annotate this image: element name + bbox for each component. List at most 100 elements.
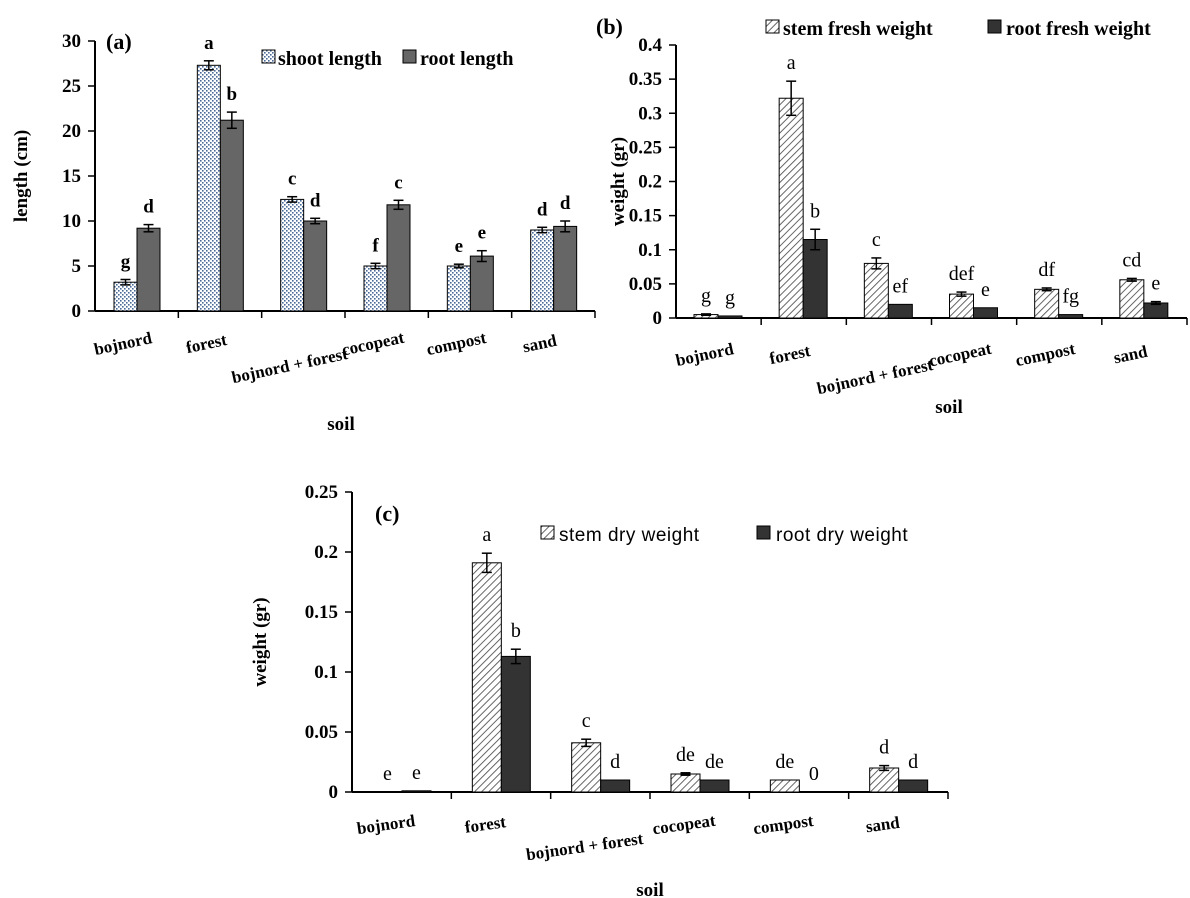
category-label: bojnord <box>356 811 417 838</box>
significance-letter: def <box>949 263 975 285</box>
category-label: bojnord + forest <box>230 344 350 387</box>
legend-swatch <box>987 19 1002 34</box>
bar-series2 <box>219 119 244 312</box>
y-tick-label: 30 <box>62 31 81 52</box>
bar-series2 <box>303 220 328 312</box>
y-tick-label: 0.05 <box>305 722 338 743</box>
panel-label: (a) <box>106 29 132 54</box>
significance-letter: de <box>676 744 695 766</box>
category-label: compost <box>1014 339 1077 370</box>
significance-letter: c <box>872 229 881 251</box>
bar-series2 <box>717 315 743 319</box>
significance-letter: e <box>478 223 486 244</box>
category-label: sand <box>521 331 559 357</box>
significance-letter: c <box>288 169 296 190</box>
category-label: forest <box>464 812 508 837</box>
y-tick-label: 0.15 <box>305 602 338 623</box>
y-axis-title: weight (gr) <box>250 597 271 686</box>
significance-letter: d <box>908 751 918 773</box>
legend-label: root fresh weight <box>1006 18 1151 40</box>
y-tick-label: 0.1 <box>314 662 338 683</box>
category-label: bojnord <box>92 328 154 359</box>
bar-series2 <box>898 779 929 793</box>
y-tick-label: 0.4 <box>638 35 662 56</box>
significance-letter: d <box>143 197 154 218</box>
category-label: sand <box>1112 342 1150 368</box>
bar-series2 <box>699 779 730 793</box>
category-label: cocopeat <box>651 811 717 839</box>
bar-series1 <box>471 562 502 793</box>
bar-series1 <box>1119 279 1145 319</box>
significance-letter: g <box>701 285 711 307</box>
significance-letter: e <box>412 762 421 784</box>
bar-series1 <box>949 293 974 319</box>
bar-series1 <box>280 198 305 312</box>
y-tick-label: 0.2 <box>314 542 338 563</box>
legend-swatch <box>261 49 276 64</box>
category-label: sand <box>864 813 901 837</box>
category-label: forest <box>768 341 813 368</box>
significance-letter: ef <box>893 275 909 297</box>
legend-swatch <box>765 19 780 34</box>
y-tick-label: 0.25 <box>305 482 338 503</box>
bar-series1 <box>446 265 471 312</box>
significance-letter: d <box>537 199 548 220</box>
significance-letter: d <box>310 190 321 211</box>
y-tick-label: 25 <box>62 76 81 97</box>
bar-series1 <box>363 265 388 312</box>
y-tick-label: 0.1 <box>638 240 662 261</box>
significance-letter: g <box>121 252 131 273</box>
panel-label: (b) <box>596 14 623 39</box>
category-label: forest <box>184 330 229 357</box>
bar-series1 <box>869 767 900 793</box>
y-axis-title: weight (gr) <box>608 137 629 226</box>
bar-series1 <box>863 262 889 319</box>
panel-label: (c) <box>375 501 399 526</box>
bar-series2 <box>386 204 411 312</box>
legend-swatch <box>540 525 555 540</box>
y-tick-label: 0 <box>653 308 663 329</box>
bar-series1 <box>670 773 701 793</box>
significance-letter: 0 <box>809 763 819 785</box>
chart-panel-b: 0 0.05 0.1 0.15 0.2 0.25 0.3 0.35 0.4 bojnord fore… <box>596 14 1188 418</box>
bar-series2 <box>553 225 578 312</box>
significance-letter: c <box>582 710 591 732</box>
significance-letter: df <box>1038 259 1055 281</box>
significance-letter: g <box>725 287 735 309</box>
bar-series2 <box>469 255 494 312</box>
y-tick-label: 15 <box>62 166 81 187</box>
chart-panel-c: 0 0.05 0.1 0.15 0.2 0.25 bojnord forest bojnord … <box>250 482 949 898</box>
bar-series2 <box>500 655 531 793</box>
category-label: bojnord + forest <box>525 829 645 864</box>
legend-swatch <box>756 525 771 540</box>
legend-label: root dry weight <box>776 525 908 546</box>
legend-label: stem dry weight <box>559 525 700 546</box>
y-axis-title: length (cm) <box>11 130 32 222</box>
y-tick-label: 0 <box>72 301 82 322</box>
bar-series1 <box>778 97 804 319</box>
y-tick-label: 0.3 <box>638 103 662 124</box>
significance-letter: d <box>610 751 620 773</box>
significance-letter: a <box>787 52 796 74</box>
bar-series2 <box>136 227 161 312</box>
significance-letter: a <box>204 33 214 54</box>
bar-series1 <box>530 229 555 312</box>
significance-letter: e <box>383 763 392 785</box>
y-tick-label: 0.25 <box>629 137 662 158</box>
significance-letter: a <box>482 524 491 546</box>
significance-letter: b <box>511 620 521 642</box>
bar-series2 <box>887 303 913 319</box>
bar-series2 <box>973 307 998 319</box>
significance-letter: e <box>1151 273 1160 295</box>
x-axis-title: soil <box>636 880 663 898</box>
y-tick-label: 0.05 <box>629 274 662 295</box>
bar-series2 <box>600 779 631 793</box>
bar-series2 <box>1143 302 1169 319</box>
y-tick-label: 0.2 <box>638 172 662 193</box>
significance-letter: e <box>981 279 990 301</box>
bar-series2 <box>802 239 828 319</box>
bar-series1 <box>571 742 602 793</box>
bar-series2 <box>1058 314 1084 319</box>
